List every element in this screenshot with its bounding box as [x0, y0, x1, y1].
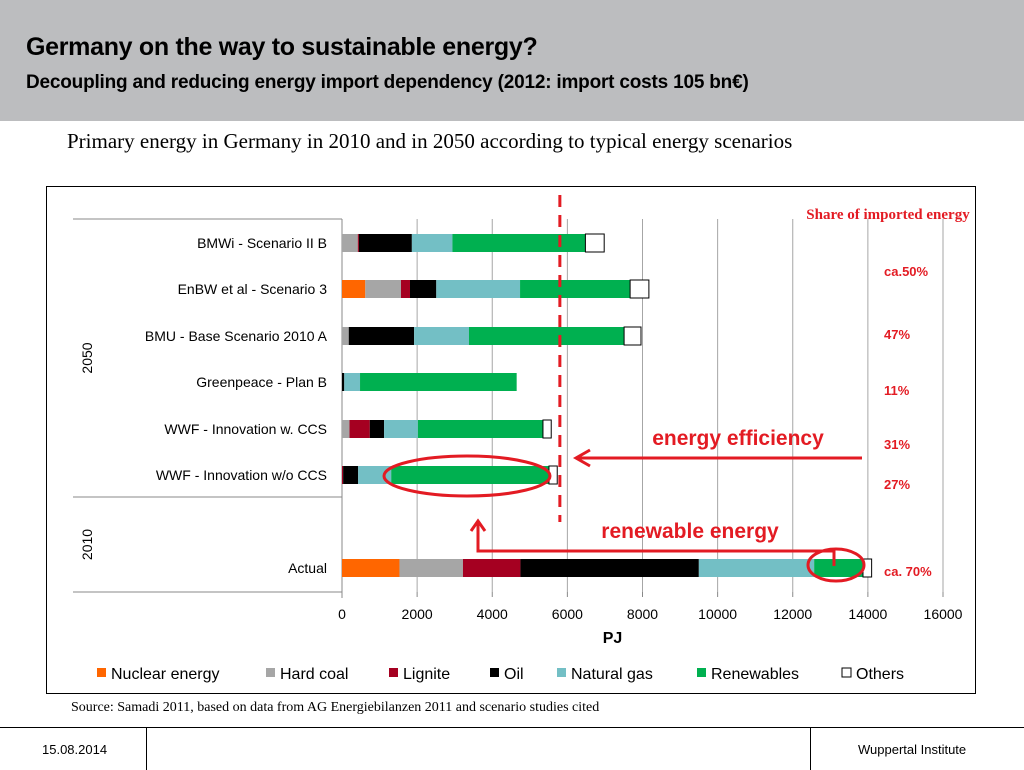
x-tick-label: 4000 [477, 606, 508, 622]
bar-segment-lignite [349, 420, 370, 438]
group-label-2050: 2050 [79, 342, 95, 373]
x-tick-label: 8000 [627, 606, 658, 622]
bar-segment-renewables [391, 466, 549, 484]
bar-segment-lignite [342, 466, 344, 484]
bar-segment-renewables [520, 280, 631, 298]
bar-segment-oil [343, 466, 359, 484]
bar-segment-oil [520, 559, 699, 577]
slide-title: Germany on the way to sustainable energy… [26, 33, 538, 61]
chart-svg: 0 2000 4000 6000 8000 10000 12000 14000 16000 PJ B… [73, 195, 970, 683]
import-share-title: Share of imported energy [806, 207, 970, 223]
header-bar: Germany on the way to sustainable energy… [0, 0, 1024, 121]
bar-segment-hard-coal [342, 420, 350, 438]
bar-segment-oil [358, 234, 412, 252]
actual-renewables-ellipse [806, 547, 866, 583]
bar-segment-renewables [814, 559, 863, 577]
import-share-value: 47% [884, 327, 910, 342]
bar-segment-natural-gas [414, 327, 469, 345]
bar-segment-others [584, 233, 605, 253]
renewable-energy-arrow [476, 523, 836, 566]
x-tick-label: 14000 [848, 606, 887, 622]
x-tick-label: 10000 [698, 606, 737, 622]
legend-label: Hard coal [280, 666, 348, 683]
import-share-value: 31% [884, 437, 910, 452]
import-share-value: ca.50% [884, 264, 929, 279]
bar-segment-renewables [468, 327, 625, 345]
bar-segment-hard-coal [342, 327, 349, 345]
bar-segment-others [542, 419, 552, 439]
legend-swatch [389, 668, 398, 677]
group-label-2010: 2010 [79, 529, 95, 560]
bar-segment-natural-gas [358, 466, 392, 484]
bar-segment-oil [409, 280, 437, 298]
renewables-highlight-ellipse [382, 454, 552, 498]
x-tick-label: 0 [338, 606, 346, 622]
bar-segment-nuclear-energy [342, 280, 366, 298]
bar-segment-hard-coal [342, 234, 358, 252]
bar-segment-lignite [357, 234, 359, 252]
source-note: Source: Samadi 2011, based on data from … [71, 700, 600, 715]
bar-segment-renewables [417, 420, 543, 438]
footer-date: 15.08.2014 [42, 742, 108, 757]
chart-frame: 0 2000 4000 6000 8000 10000 12000 14000 16000 PJ B… [46, 186, 976, 694]
import-share-value: 27% [884, 477, 910, 492]
legend-swatch [841, 667, 852, 678]
bar-segment-hard-coal [365, 280, 401, 298]
import-share-value: 11% [884, 383, 910, 398]
bar-segment-renewables [452, 234, 586, 252]
category-label: WWF - Innovation w/o CCS [156, 467, 327, 483]
bar-segment-others [629, 279, 650, 299]
chart-intro: Primary energy in Germany in 2010 and in… [67, 129, 793, 153]
bar-segment-natural-gas [344, 373, 361, 391]
bar-segment-renewables [360, 373, 517, 391]
legend-swatch [490, 668, 499, 677]
slide-subtitle: Decoupling and reducing energy import de… [26, 72, 749, 93]
renewable-energy-arrowhead [469, 518, 487, 532]
legend-label: Renewables [711, 666, 799, 683]
legend-label: Oil [504, 666, 524, 683]
bar-segment-hard-coal [399, 559, 463, 577]
legend-swatch [266, 668, 275, 677]
x-tick-label: 12000 [773, 606, 812, 622]
category-label: BMWi - Scenario II B [197, 235, 327, 251]
category-label: WWF - Innovation w. CCS [164, 421, 327, 437]
legend-label: Natural gas [571, 666, 653, 683]
footer-institution: Wuppertal Institute [858, 742, 967, 757]
import-share-value: ca. 70% [884, 564, 932, 579]
bar-segment-others [623, 326, 642, 346]
bar-segment-natural-gas [384, 420, 418, 438]
legend-label: Nuclear energy [111, 666, 220, 683]
footer-separator-left [146, 728, 147, 770]
bar-segment-lignite [400, 280, 410, 298]
x-tick-label: 6000 [552, 606, 583, 622]
bar-segment-oil [369, 420, 385, 438]
bar-segment-lignite [462, 559, 521, 577]
legend-label: Others [856, 666, 904, 683]
bar-segment-nuclear-energy [342, 559, 400, 577]
energy-efficiency-label: energy efficiency [652, 427, 824, 450]
x-tick-label: 2000 [402, 606, 433, 622]
renewable-energy-label: renewable energy [601, 520, 779, 543]
bar-segment-natural-gas [411, 234, 453, 252]
energy-efficiency-arrowhead [572, 448, 591, 468]
legend-swatch [97, 668, 106, 677]
x-axis-label: PJ [603, 630, 623, 647]
category-label: BMU - Base Scenario 2010 A [145, 328, 328, 344]
category-label: EnBW et al - Scenario 3 [178, 281, 328, 297]
x-tick-label: 16000 [924, 606, 963, 622]
category-label: Greenpeace - Plan B [196, 374, 327, 390]
bar-segment-oil [348, 327, 415, 345]
legend-swatch [557, 668, 566, 677]
footer-divider [0, 727, 1024, 728]
bar-segment-oil [342, 373, 345, 391]
bar-segment-natural-gas [698, 559, 815, 577]
category-label: Actual [288, 560, 327, 576]
footer-separator-right [810, 728, 811, 770]
bar-segment-natural-gas [436, 280, 521, 298]
legend-label: Lignite [403, 666, 450, 683]
legend-swatch [697, 668, 706, 677]
